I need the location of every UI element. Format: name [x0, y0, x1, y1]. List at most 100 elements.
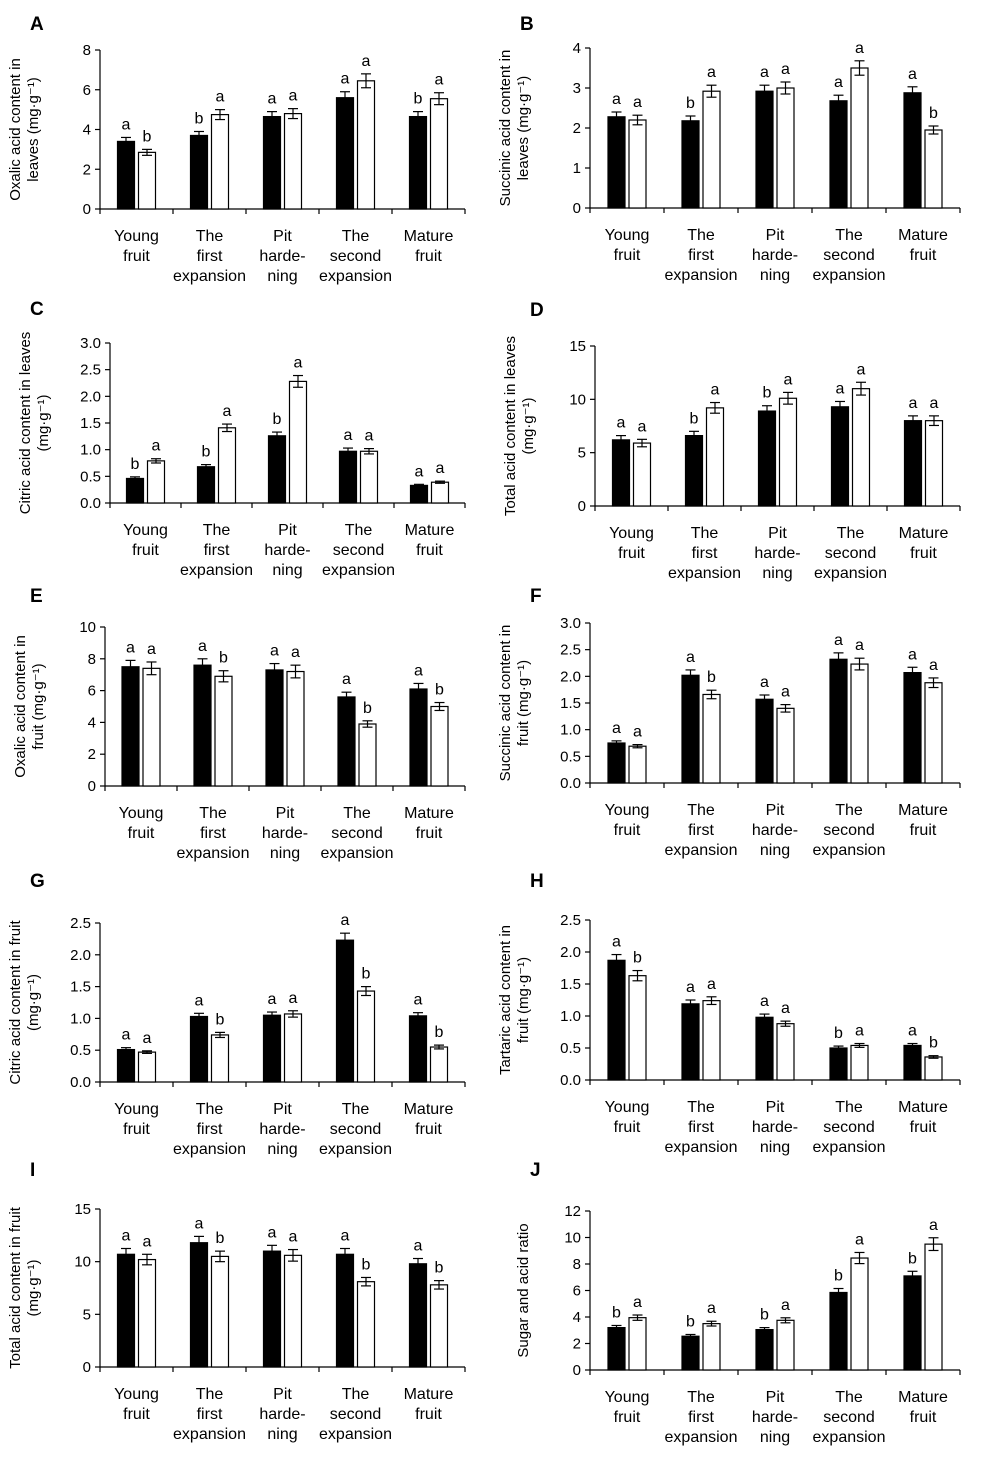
x-tick-label: The — [687, 802, 715, 819]
chart-panel-i: I Total acid content in fruit (mg·g⁻¹) 0 5 10… — [7, 1160, 466, 1443]
significance-letter: a — [342, 671, 351, 688]
x-tick-label: first — [197, 248, 223, 265]
bar — [628, 1317, 647, 1371]
significance-letter: a — [195, 1215, 204, 1232]
bar — [924, 129, 943, 209]
y-tick-label: 2 — [573, 120, 581, 137]
bar — [681, 674, 700, 784]
bar — [189, 134, 209, 210]
significance-letter: a — [929, 657, 938, 674]
panel-label: A — [30, 14, 44, 35]
x-tick-label: fruit — [415, 248, 442, 265]
significance-letter: a — [855, 40, 864, 57]
x-tick-label: Pit — [766, 802, 785, 819]
x-tick-label: fruit — [910, 822, 937, 839]
bar — [776, 1023, 795, 1081]
y-tick-label: 2 — [83, 161, 91, 178]
y-axis-label: leaves (mg·g⁻¹) — [25, 77, 42, 182]
x-tick-label: expansion — [668, 565, 741, 582]
x-tick-label: first — [688, 1119, 714, 1136]
x-tick-label: The — [342, 1101, 370, 1118]
x-tick-label: Young — [605, 227, 650, 244]
x-tick-label: expansion — [814, 565, 887, 582]
bar — [681, 120, 700, 209]
y-tick-label: 2 — [573, 1336, 581, 1353]
x-tick-label: second — [823, 1409, 875, 1426]
significance-letter: a — [341, 1228, 350, 1245]
bar — [210, 1034, 230, 1083]
x-tick-label: first — [692, 545, 718, 562]
bar — [628, 119, 647, 209]
y-tick-label: 0.5 — [560, 748, 581, 765]
significance-letter: a — [760, 64, 769, 81]
x-tick-label: expansion — [319, 1141, 392, 1158]
y-axis-label: fruit (mg·g⁻¹) — [515, 957, 532, 1043]
y-tick-label: 0 — [83, 1359, 91, 1376]
significance-letter: b — [435, 1024, 444, 1041]
bar — [286, 670, 305, 787]
chart-panel-e: E Oxalic acid content in fruit (mg·g⁻¹) 0 2 4… — [12, 586, 466, 862]
x-tick-label: ning — [760, 267, 790, 284]
x-tick-label: fruit — [415, 1121, 442, 1138]
y-tick-label: 6 — [573, 1283, 581, 1300]
bar — [776, 707, 795, 784]
y-tick-label: 5 — [83, 1306, 91, 1323]
bar — [262, 115, 282, 210]
y-tick-label: 4 — [573, 1309, 581, 1326]
bar — [607, 959, 626, 1081]
x-tick-label: Pit — [276, 805, 295, 822]
significance-letter: a — [289, 88, 298, 105]
bar — [776, 87, 795, 209]
y-tick-label: 1.5 — [80, 415, 101, 432]
y-tick-label: 1.0 — [70, 1010, 91, 1027]
x-tick-label: Young — [605, 802, 650, 819]
x-tick-label: harde- — [264, 542, 310, 559]
x-tick-label: Mature — [404, 805, 454, 822]
y-axis-label: Total acid content in fruit — [7, 1206, 24, 1369]
x-tick-label: Pit — [273, 228, 292, 245]
bar — [262, 1014, 282, 1083]
x-tick-label: expansion — [665, 267, 738, 284]
bar — [262, 1250, 282, 1368]
significance-letter: b — [362, 966, 371, 983]
x-tick-label: Pit — [766, 227, 785, 244]
y-tick-label: 1.0 — [560, 1008, 581, 1025]
bar — [851, 388, 871, 507]
y-tick-label: 0 — [573, 200, 581, 217]
significance-letter: a — [638, 418, 647, 435]
bar — [116, 1253, 136, 1368]
significance-letter: b — [273, 411, 282, 428]
x-tick-label: second — [330, 1121, 382, 1138]
x-tick-label: ning — [760, 1429, 790, 1446]
y-tick-label: 0 — [573, 1362, 581, 1379]
y-tick-label: 2.0 — [70, 947, 91, 964]
chart-panel-g: G Citric acid content in fruit (mg·g⁻¹) 0.0… — [7, 871, 466, 1158]
bar — [429, 1046, 449, 1083]
x-tick-label: fruit — [614, 822, 641, 839]
significance-letter: b — [216, 1230, 225, 1247]
x-tick-label: Mature — [404, 228, 454, 245]
y-tick-label: 0.5 — [560, 1040, 581, 1057]
y-axis-label: (mg·g⁻¹) — [520, 397, 537, 454]
bar — [607, 1326, 626, 1371]
bar — [196, 466, 216, 504]
x-tick-label: The — [196, 1386, 224, 1403]
x-tick-label: second — [825, 545, 877, 562]
bar — [776, 1319, 795, 1371]
significance-letter: a — [436, 460, 445, 477]
x-tick-label: Mature — [898, 1099, 948, 1116]
bar — [430, 705, 449, 787]
significance-letter: a — [834, 74, 843, 91]
x-tick-label: harde- — [259, 1406, 305, 1423]
x-tick-label: ning — [270, 845, 300, 862]
x-tick-label: Young — [605, 1099, 650, 1116]
bar — [628, 745, 647, 784]
significance-letter: a — [929, 1217, 938, 1234]
y-axis-label: fruit (mg·g⁻¹) — [30, 663, 47, 749]
x-tick-label: fruit — [123, 1406, 150, 1423]
significance-letter: b — [362, 1256, 371, 1273]
bar — [356, 1281, 376, 1368]
x-tick-label: Young — [605, 1389, 650, 1406]
significance-letter: a — [908, 646, 917, 663]
x-tick-label: harde- — [752, 1119, 798, 1136]
